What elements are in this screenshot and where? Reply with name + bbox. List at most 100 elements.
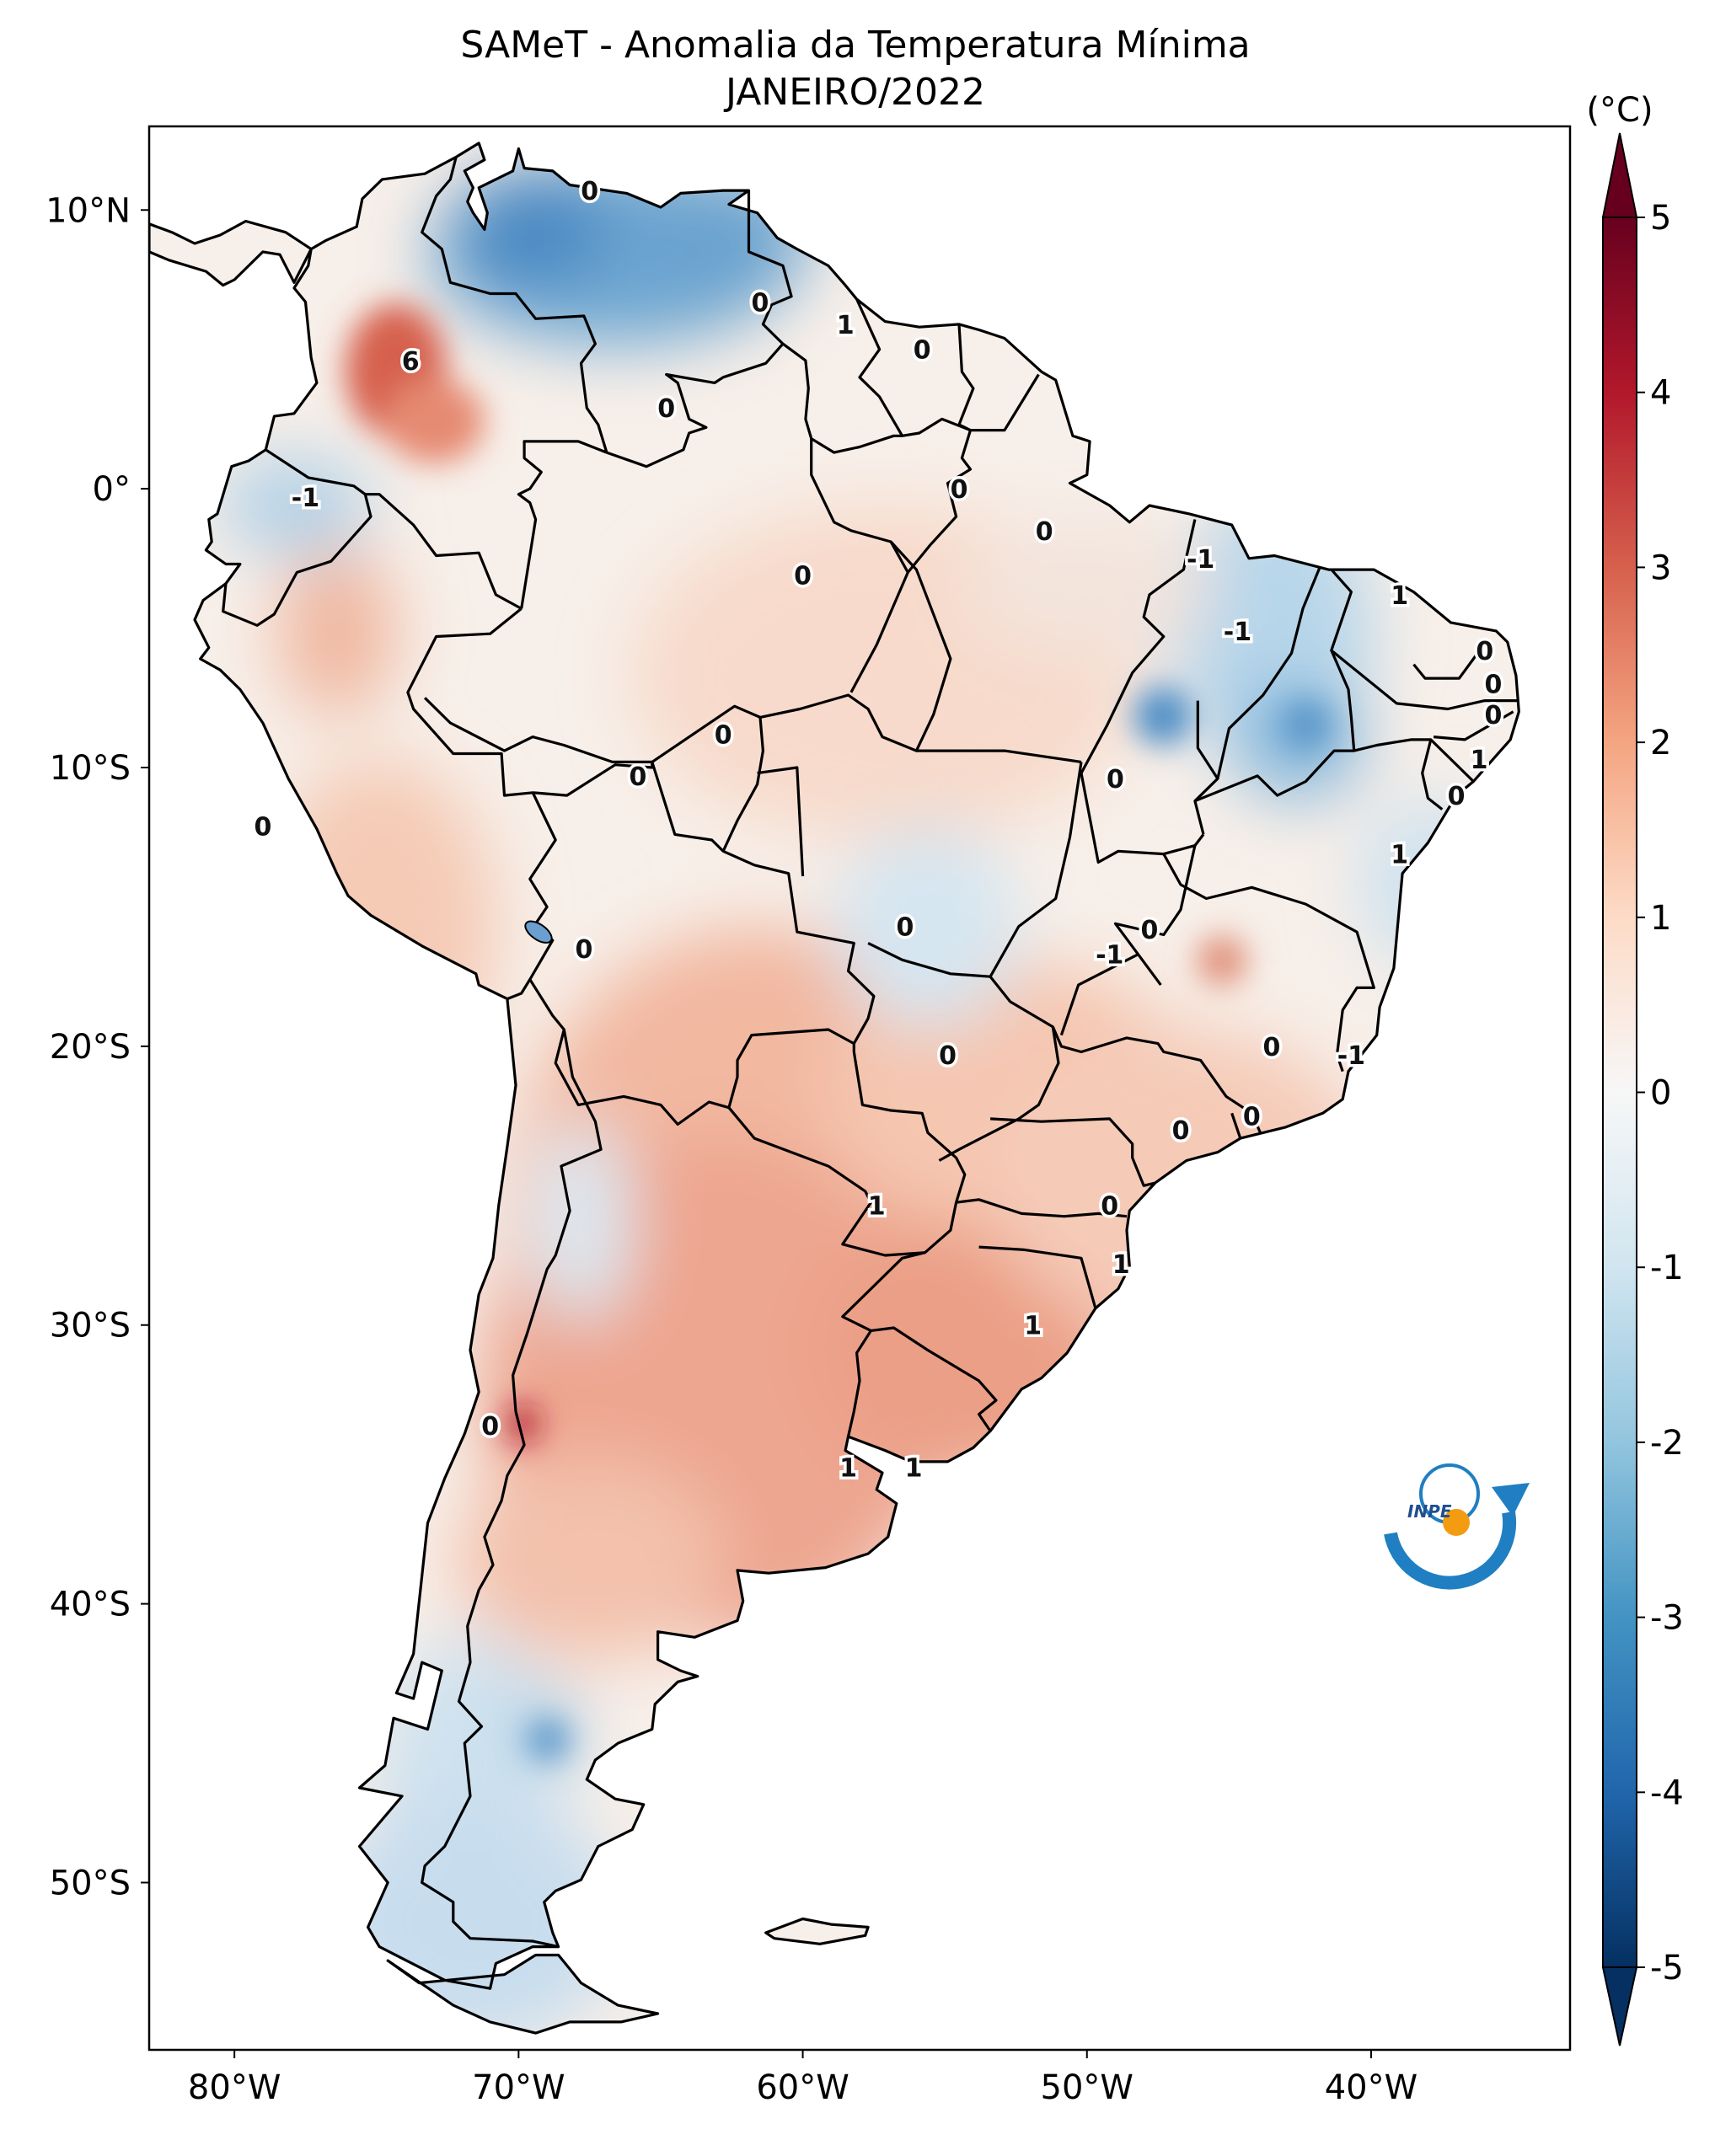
contour-label: 0 <box>1476 637 1493 666</box>
border-line <box>265 448 523 610</box>
border-line <box>841 1251 925 1332</box>
svg-text:INPE: INPE <box>1407 1501 1452 1522</box>
lon-tick-label: 40°W <box>1325 2068 1417 2107</box>
contour-label: 0 <box>939 1041 957 1071</box>
border-line <box>889 540 952 752</box>
border-line <box>855 298 975 437</box>
border-line <box>423 693 1082 763</box>
border-line <box>1162 853 1375 1073</box>
border-line <box>421 157 608 453</box>
border-line <box>1421 739 1444 811</box>
contour-label: 0 <box>1243 1103 1261 1132</box>
colorbar-lower-extend <box>1601 1966 1638 2046</box>
inpe-arc-icon <box>1384 1511 1517 1590</box>
contour-label: 0 <box>1141 916 1159 945</box>
contour-label: 0 <box>481 1412 499 1442</box>
lon-tick-label: 60°W <box>756 2068 849 2107</box>
border-line <box>990 1117 1156 1187</box>
contour-label: 1 <box>868 1191 886 1221</box>
country-borders <box>149 142 1520 2035</box>
contour-label: 0 <box>1485 671 1503 700</box>
contour-label: 0 <box>897 913 914 943</box>
contour-label: 1 <box>839 1453 857 1483</box>
contour-label: 0 <box>752 288 769 318</box>
contour-label: 0 <box>951 475 968 505</box>
border-line <box>222 494 372 627</box>
contour-label: 0 <box>1107 765 1124 794</box>
map-frame <box>147 125 1572 2052</box>
contour-label: 0 <box>657 394 675 424</box>
contour-label: -1 <box>1187 545 1214 575</box>
coastline-falklands <box>764 1917 870 1945</box>
inpe-logo: INPE <box>1384 1463 1530 1590</box>
contour-label: 1 <box>1391 841 1408 870</box>
map-subtitle: JANEIRO/2022 <box>723 71 985 114</box>
border-line <box>989 762 1262 1134</box>
contour-label: 0 <box>715 720 732 750</box>
lat-tick-label: 30°S <box>50 1307 131 1345</box>
contour-label: 1 <box>1024 1312 1042 1341</box>
border-line <box>1330 649 1519 711</box>
border-line <box>1113 845 1197 987</box>
colorbar-tick-label: 3 <box>1650 548 1671 587</box>
colorbar-tick-label: -3 <box>1650 1599 1684 1638</box>
border-line <box>846 1329 872 1437</box>
border-line <box>757 766 805 877</box>
contour-label: 0 <box>1172 1116 1190 1146</box>
contour-label: 1 <box>905 1453 923 1483</box>
contour-label: 0 <box>1263 1033 1281 1062</box>
border-line <box>938 1026 1060 1162</box>
border-line <box>1330 569 1356 752</box>
lat-tick-label: 10°S <box>50 749 131 788</box>
lon-tick-label: 70°W <box>472 2068 565 2107</box>
contour-label: 0 <box>1485 701 1503 730</box>
colorbar-tick-label: 2 <box>1650 724 1671 762</box>
colorbar-tick-label: 5 <box>1650 199 1671 238</box>
border-line <box>1194 738 1475 803</box>
border-line <box>747 190 903 454</box>
contour-label: 0 <box>794 562 812 591</box>
lat-tick-label: 0° <box>93 470 131 509</box>
colorbar: (°C) 5 4 3 2 1 0 -1 -2 -3 -4 -5 <box>1586 91 1684 2046</box>
colorbar-upper-extend <box>1601 132 1638 218</box>
border-line <box>1059 953 1139 1036</box>
colorbar-tick-label: 1 <box>1650 899 1671 938</box>
contour-label: 1 <box>1471 746 1488 775</box>
contour-label: 0 <box>575 935 592 965</box>
contour-label: 6 <box>402 347 420 377</box>
colorbar-tick-label: 4 <box>1650 374 1671 413</box>
border-line <box>1433 710 1514 741</box>
border-line <box>533 760 876 1045</box>
colorbar-tick-label: 0 <box>1650 1074 1671 1113</box>
colorbar-tick-label: -4 <box>1650 1773 1684 1812</box>
border-line <box>867 941 991 978</box>
lat-tick-label: 50°S <box>50 1864 131 1902</box>
border-line <box>978 1245 1097 1309</box>
axis-ticks: 80°W 70°W 60°W 50°W 40°W 10°N 0° 10°S 20°S 30°S 40… <box>46 191 1417 2107</box>
contour-label: 1 <box>1112 1250 1130 1280</box>
border-line <box>1080 519 1197 774</box>
contour-label: -1 <box>1096 941 1123 971</box>
colorbar-tick-label: -1 <box>1650 1249 1684 1287</box>
colorbar-bar <box>1602 217 1637 1968</box>
map-title: SAMeT - Anomalia da Temperatura Mínima <box>460 24 1250 67</box>
border-line <box>517 440 608 609</box>
border-line <box>956 1198 1128 1218</box>
border-line <box>907 430 973 574</box>
colorbar-tick-label: -5 <box>1650 1949 1684 1987</box>
border-line <box>1080 773 1205 864</box>
border-line <box>970 373 1040 432</box>
inpe-arrow-icon <box>1492 1483 1530 1517</box>
lat-tick-label: 40°S <box>50 1586 131 1624</box>
contour-label: 0 <box>630 762 647 792</box>
lat-tick-label: 10°N <box>46 191 131 230</box>
lon-tick-label: 50°W <box>1041 2068 1133 2107</box>
contour-label: 1 <box>1391 581 1408 611</box>
lat-tick-label: 20°S <box>50 1028 131 1067</box>
lon-tick-label: 80°W <box>188 2068 281 2107</box>
contour-label: -1 <box>292 484 319 513</box>
border-line <box>1216 566 1321 779</box>
